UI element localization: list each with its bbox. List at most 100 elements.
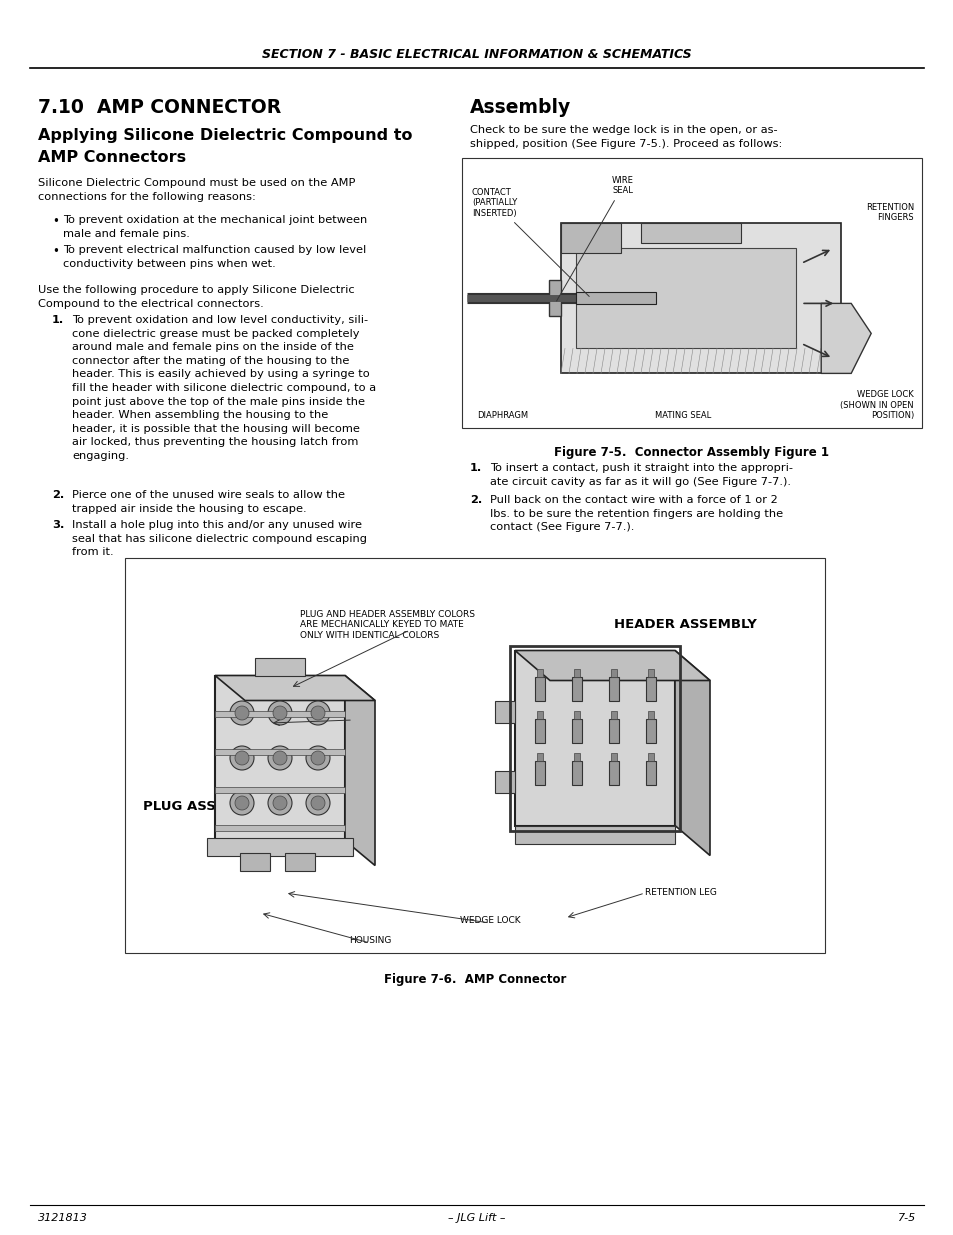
Circle shape (268, 746, 292, 769)
Bar (285, 852, 314, 871)
Bar (254, 657, 305, 676)
Bar (515, 825, 675, 844)
Bar (572, 677, 581, 701)
Circle shape (268, 790, 292, 815)
Bar (214, 676, 345, 841)
Text: 7.10  AMP CONNECTOR: 7.10 AMP CONNECTOR (38, 98, 281, 117)
Circle shape (311, 797, 325, 810)
Polygon shape (675, 651, 709, 856)
Bar (647, 711, 654, 719)
Bar (608, 719, 618, 743)
Bar (647, 669, 654, 677)
Text: To prevent oxidation at the mechanical joint between
male and female pins.: To prevent oxidation at the mechanical j… (63, 215, 367, 238)
Bar (574, 669, 579, 677)
Circle shape (273, 706, 287, 720)
Circle shape (311, 706, 325, 720)
Text: PLUG AND HEADER ASSEMBLY COLORS
ARE MECHANICALLY KEYED TO MATE
ONLY WITH IDENTIC: PLUG AND HEADER ASSEMBLY COLORS ARE MECH… (299, 610, 475, 640)
Circle shape (234, 706, 249, 720)
Circle shape (273, 797, 287, 810)
Bar (240, 852, 270, 871)
Circle shape (306, 701, 330, 725)
Bar (214, 787, 345, 793)
Polygon shape (345, 676, 375, 866)
Text: Assembly: Assembly (470, 98, 571, 117)
Bar (576, 293, 656, 304)
Text: WIRE
SEAL: WIRE SEAL (556, 177, 634, 301)
Text: Figure 7-5.  Connector Assembly Figure 1: Figure 7-5. Connector Assembly Figure 1 (554, 446, 828, 459)
Text: •: • (52, 245, 59, 258)
Text: WEDGE LOCK: WEDGE LOCK (459, 916, 519, 925)
Circle shape (311, 751, 325, 764)
Bar (610, 753, 617, 761)
Bar (535, 677, 544, 701)
Bar (647, 753, 654, 761)
Bar (572, 761, 581, 785)
Bar (461, 158, 921, 429)
Polygon shape (214, 676, 375, 700)
Bar (495, 771, 515, 793)
Text: 1.: 1. (52, 315, 64, 325)
Text: Silicone Dielectric Compound must be used on the AMP
connections for the followi: Silicone Dielectric Compound must be use… (38, 178, 355, 201)
Circle shape (230, 701, 253, 725)
Circle shape (234, 751, 249, 764)
Circle shape (230, 790, 253, 815)
Bar (576, 248, 796, 348)
Text: To prevent oxidation and low level conductivity, sili-
cone dielectric grease mu: To prevent oxidation and low level condu… (71, 315, 375, 461)
Text: 3121813: 3121813 (38, 1213, 88, 1223)
Text: 2.: 2. (52, 490, 64, 500)
Bar (574, 711, 579, 719)
Bar (537, 669, 542, 677)
Bar (214, 748, 345, 755)
Bar (645, 677, 656, 701)
Text: – JLG Lift –: – JLG Lift – (448, 1213, 505, 1223)
Text: 1.: 1. (470, 463, 482, 473)
Bar (560, 224, 620, 253)
Text: AMP Connectors: AMP Connectors (38, 149, 186, 165)
Bar (610, 669, 617, 677)
Circle shape (273, 751, 287, 764)
Bar (572, 719, 581, 743)
Text: DIAPHRAGM: DIAPHRAGM (476, 411, 528, 420)
Bar (535, 719, 544, 743)
Bar (549, 280, 560, 316)
Text: MATING SEAL: MATING SEAL (654, 411, 710, 420)
Text: Check to be sure the wedge lock is in the open, or as-
shipped, position (See Fi: Check to be sure the wedge lock is in th… (470, 125, 781, 148)
Bar (214, 825, 345, 830)
Text: Applying Silicone Dielectric Compound to: Applying Silicone Dielectric Compound to (38, 128, 412, 143)
Bar (574, 753, 579, 761)
Text: SECTION 7 - BASIC ELECTRICAL INFORMATION & SCHEMATICS: SECTION 7 - BASIC ELECTRICAL INFORMATION… (262, 48, 691, 62)
Text: RETENTION LEG: RETENTION LEG (644, 888, 716, 897)
Bar (495, 701, 515, 722)
Text: To insert a contact, push it straight into the appropri-
ate circuit cavity as f: To insert a contact, push it straight in… (490, 463, 792, 487)
Circle shape (268, 701, 292, 725)
Bar (645, 719, 656, 743)
Bar (510, 646, 679, 830)
Text: MATING SEAL: MATING SEAL (283, 710, 343, 719)
Text: •: • (52, 215, 59, 228)
Text: Pierce one of the unused wire seals to allow the
trapped air inside the housing : Pierce one of the unused wire seals to a… (71, 490, 345, 514)
Text: CONTACT
(PARTIALLY
INSERTED): CONTACT (PARTIALLY INSERTED) (472, 188, 589, 296)
Text: RETENTION
FINGERS: RETENTION FINGERS (864, 203, 913, 222)
Circle shape (306, 790, 330, 815)
Circle shape (234, 797, 249, 810)
Bar (640, 224, 740, 243)
Bar (537, 711, 542, 719)
Bar (610, 711, 617, 719)
Bar (645, 761, 656, 785)
Polygon shape (821, 304, 870, 373)
Text: Pull back on the contact wire with a force of 1 or 2
lbs. to be sure the retenti: Pull back on the contact wire with a for… (490, 495, 782, 532)
Polygon shape (515, 651, 709, 680)
Bar (207, 837, 353, 856)
Text: HEADER ASSEMBLY: HEADER ASSEMBLY (613, 618, 756, 631)
Bar (515, 651, 675, 825)
Circle shape (230, 746, 253, 769)
Text: Use the following procedure to apply Silicone Dielectric
Compound to the electri: Use the following procedure to apply Sil… (38, 285, 355, 309)
Bar (125, 558, 824, 953)
Text: WEDGE LOCK
(SHOWN IN OPEN
POSITION): WEDGE LOCK (SHOWN IN OPEN POSITION) (840, 390, 913, 420)
Text: To prevent electrical malfunction caused by low level
conductivity between pins : To prevent electrical malfunction caused… (63, 245, 366, 268)
Bar (535, 761, 544, 785)
Bar (608, 677, 618, 701)
Text: PLUG ASSEMBLY: PLUG ASSEMBLY (143, 799, 264, 813)
Bar (214, 710, 345, 716)
Text: Install a hole plug into this and/or any unused wire
seal that has silicone diel: Install a hole plug into this and/or any… (71, 520, 367, 557)
